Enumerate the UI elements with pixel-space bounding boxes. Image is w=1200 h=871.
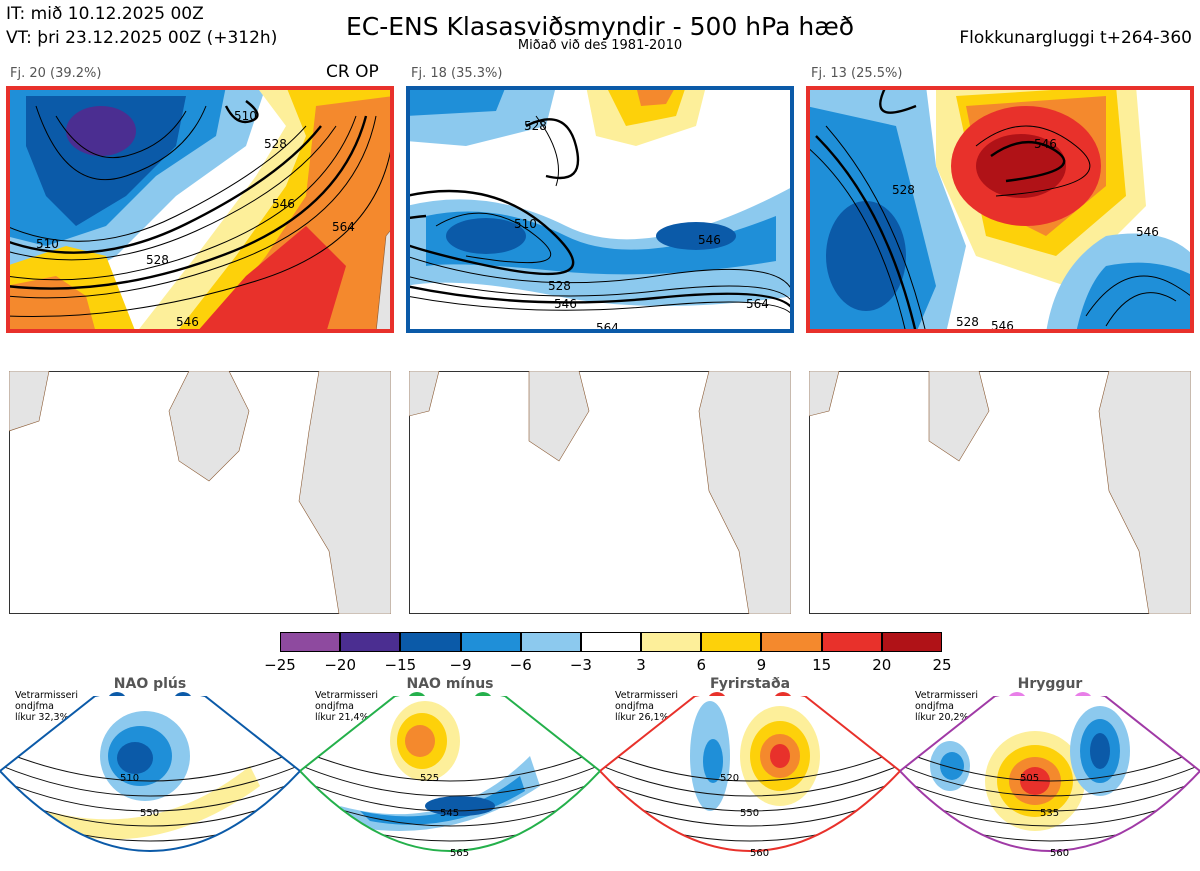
cluster-3-contour-label: 528 — [892, 183, 915, 197]
colorbar-swatch — [641, 632, 702, 652]
cluster-2-contour-label: 510 — [514, 217, 537, 231]
colorbar — [280, 632, 942, 652]
regime-note-line: líkur 32,3% — [15, 712, 69, 723]
cluster-2-contour-label: 564 — [746, 297, 769, 311]
regime-title: NAO plús — [113, 676, 187, 692]
cluster-2-border — [406, 86, 794, 333]
cluster-3-contour-label: 528 — [956, 315, 979, 329]
regime-note: Vetrarmisseri ondjfma líkur 20,2% — [915, 690, 995, 723]
cluster-2-contour-label: 546 — [698, 233, 721, 247]
regime-note-line: Vetrarmisseri — [615, 690, 678, 701]
colorbar-swatch — [701, 632, 762, 652]
regime-note-line: ondjfma — [615, 701, 654, 712]
regime-map: 510 550 — [0, 696, 300, 852]
page-title: EC-ENS Klasasviðsmyndir - 500 hPa hæð — [345, 12, 855, 41]
cluster-2-contour-label: 546 — [554, 297, 577, 311]
colorbar-tick-label: −6 — [509, 656, 532, 674]
colorbar-swatch — [400, 632, 461, 652]
regime-contour-label: 550 — [140, 808, 159, 819]
empty-map-1 — [9, 371, 391, 614]
cluster-2-map: 528 510 528 546 546 564 564 — [406, 86, 794, 333]
colorbar-swatch — [460, 632, 521, 652]
empty-map-2 — [409, 371, 791, 614]
cluster-1-tag: CR OP — [326, 62, 379, 82]
cluster-1-contour-label: 546 — [272, 197, 295, 211]
cluster-2-label: Fj. 18 (35.3%) — [411, 66, 503, 81]
page-subtitle: Miðað við des 1981-2010 — [517, 38, 683, 53]
colorbar-swatch — [580, 632, 642, 652]
regime-contour-label: 510 — [120, 773, 139, 784]
colorbar-swatch — [761, 632, 822, 652]
cluster-3-label: Fj. 13 (25.5%) — [811, 66, 903, 81]
regime-note-line: líkur 26,1% — [615, 712, 669, 723]
valid-time: VT: þri 23.12.2025 00Z (+312h) — [6, 28, 278, 48]
empty-map-3 — [809, 371, 1191, 614]
colorbar-tick-label: −9 — [449, 656, 472, 674]
regime-contour-label: 520 — [720, 773, 739, 784]
colorbar-tick-label: 9 — [756, 656, 767, 674]
colorbar-tick-label: 3 — [636, 656, 646, 674]
regime-contour-label: 565 — [450, 848, 469, 859]
colorbar-tick-label: 15 — [812, 656, 832, 674]
regime-note: Vetrarmisseri ondjfma líkur 26,1% — [615, 690, 695, 723]
cluster-1-contour-label: 528 — [146, 253, 169, 267]
colorbar-swatch — [881, 632, 942, 652]
cluster-2-contour-label: 528 — [524, 119, 547, 133]
regime-note-line: Vetrarmisseri — [315, 690, 378, 701]
regime-note-line: ondjfma — [915, 701, 954, 712]
cluster-3-contour-label: 546 — [1136, 225, 1159, 239]
colorbar-tick-label: −25 — [264, 656, 296, 674]
colorbar-swatch — [520, 632, 581, 652]
colorbar-tick-label: −15 — [384, 656, 417, 674]
colorbar-swatch — [340, 632, 401, 652]
colorbar-tick-label: 20 — [872, 656, 892, 674]
regime-note: Vetrarmisseri ondjfma líkur 21,4% — [315, 690, 395, 723]
regime-contour-label: 560 — [1050, 848, 1069, 859]
regime-title: Fyrirstaða — [709, 676, 791, 692]
regime-contour-label: 545 — [440, 808, 459, 819]
regime-map: 525 545 565 — [300, 696, 600, 859]
regime-contour-label: 505 — [1020, 773, 1039, 784]
init-time: IT: mið 10.12.2025 00Z — [6, 4, 204, 24]
cluster-2-contour-label: 528 — [548, 279, 571, 293]
colorbar-swatch — [821, 632, 882, 652]
cluster-1-contour-label: 546 — [176, 315, 199, 329]
regime-map: 505 535 560 — [900, 696, 1200, 859]
regime-title: Hryggur — [1017, 676, 1083, 692]
regime-note-line: ondjfma — [315, 701, 354, 712]
cluster-1-contour-label: 564 — [332, 220, 355, 234]
cluster-3-contour-label: 546 — [1034, 137, 1057, 151]
cluster-1-contour-label: 528 — [264, 137, 287, 151]
cluster-1-contour-label: 510 — [36, 237, 59, 251]
regime-note-line: líkur 20,2% — [915, 712, 969, 723]
regime-contour-label: 525 — [420, 773, 439, 784]
regime-note: Vetrarmisseri ondjfma líkur 32,3% — [15, 690, 95, 723]
cluster-1-map: 510 528 546 564 528 546 510 — [6, 86, 394, 333]
colorbar-tick-label: −20 — [324, 656, 356, 674]
regime-note-line: líkur 21,4% — [315, 712, 369, 723]
cluster-3-border — [806, 86, 1194, 333]
regime-note-line: Vetrarmisseri — [15, 690, 78, 701]
colorbar-tick-label: 25 — [932, 656, 952, 674]
colorbar-tick-label: 6 — [696, 656, 707, 674]
classification-window: Flokkunargluggi t+264-360 — [959, 28, 1192, 48]
regime-note-line: Vetrarmisseri — [915, 690, 978, 701]
cluster-1-label: Fj. 20 (39.2%) — [10, 66, 102, 81]
colorbar-swatch — [280, 632, 341, 652]
regime-title: NAO mínus — [406, 676, 494, 692]
cluster-1-border — [6, 86, 394, 333]
regime-contour-label: 560 — [750, 848, 769, 859]
regime-map: 520 550 560 — [600, 696, 900, 859]
colorbar-tick-label: −3 — [569, 656, 592, 674]
regime-note-line: ondjfma — [15, 701, 54, 712]
regime-contour-label: 535 — [1040, 808, 1059, 819]
regime-contour-label: 550 — [740, 808, 759, 819]
cluster-3-map: 546 528 546 528 546 — [806, 86, 1194, 333]
cluster-1-contour-label: 510 — [234, 109, 257, 123]
